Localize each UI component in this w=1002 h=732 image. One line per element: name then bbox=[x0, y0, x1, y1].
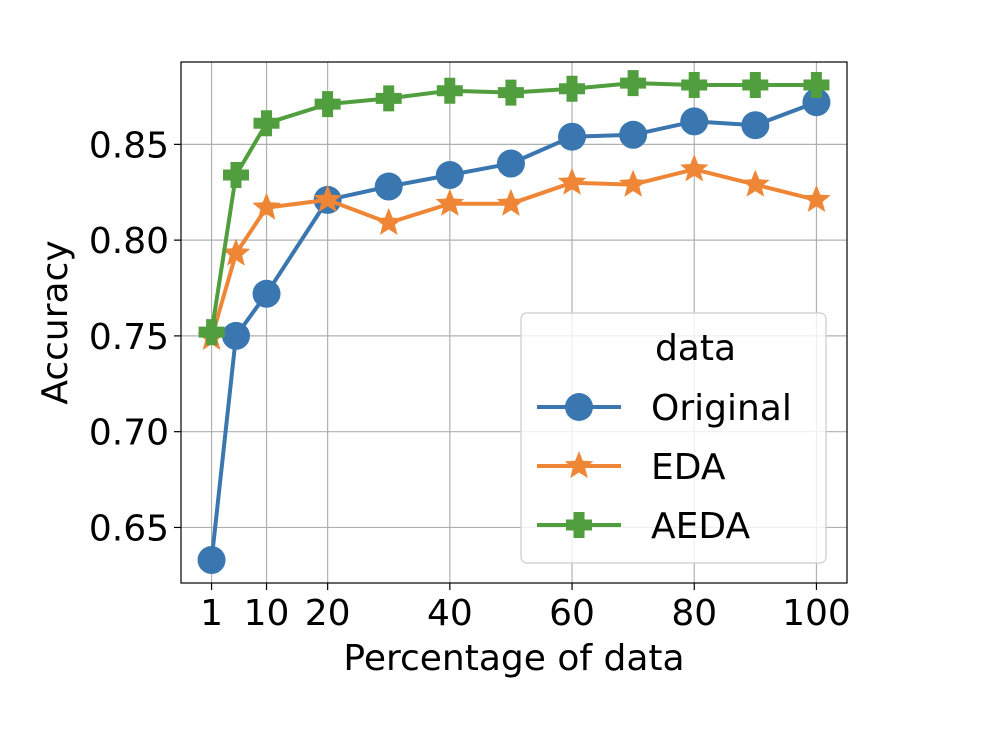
x-tick-label: 100 bbox=[782, 593, 851, 634]
data-point bbox=[221, 238, 251, 266]
data-point bbox=[314, 91, 341, 118]
data-point bbox=[435, 161, 464, 190]
y-tick-label: 0.80 bbox=[89, 221, 169, 262]
data-point bbox=[253, 110, 280, 137]
x-axis-label: Percentage of data bbox=[343, 638, 684, 679]
data-point bbox=[374, 207, 403, 235]
data-point bbox=[680, 107, 709, 136]
legend: data Original EDA AEDA bbox=[520, 312, 827, 564]
data-point bbox=[198, 319, 225, 346]
legend-label: EDA bbox=[651, 447, 726, 488]
y-tick-label: 0.65 bbox=[89, 508, 169, 549]
data-point bbox=[558, 122, 587, 151]
data-point bbox=[496, 149, 525, 178]
data-point bbox=[618, 169, 648, 197]
legend-swatch-marker bbox=[565, 393, 593, 421]
x-tick-label: 10 bbox=[244, 593, 290, 634]
data-point bbox=[741, 169, 770, 197]
legend-entries: Original EDA AEDA bbox=[537, 388, 792, 547]
legend-box bbox=[520, 312, 827, 564]
y-tick-label: 0.75 bbox=[89, 317, 169, 358]
series-aeda bbox=[198, 70, 830, 346]
data-point bbox=[313, 184, 342, 212]
legend-label: AEDA bbox=[651, 506, 750, 547]
legend-title: data bbox=[655, 328, 736, 369]
y-tick-label: 0.70 bbox=[89, 413, 169, 454]
x-tick-label: 40 bbox=[427, 593, 473, 634]
data-point bbox=[496, 188, 526, 216]
data-point bbox=[221, 321, 250, 350]
data-point bbox=[619, 120, 648, 149]
data-point bbox=[741, 111, 770, 140]
ticks: 1 10 20 40 60 80 100 0.65 0.70 0.75 0.80 0.85 bbox=[89, 125, 851, 634]
y-tick-label: 0.85 bbox=[89, 125, 169, 166]
legend-entry-aeda: AEDA bbox=[537, 506, 750, 547]
data-point bbox=[436, 77, 463, 104]
data-point bbox=[223, 162, 249, 188]
data-point bbox=[802, 184, 831, 212]
data-point bbox=[680, 154, 709, 182]
data-point bbox=[557, 167, 587, 195]
series-original bbox=[197, 88, 831, 575]
legend-swatch-marker bbox=[566, 512, 592, 538]
data-point bbox=[197, 546, 226, 575]
legend-entry-original: Original bbox=[537, 388, 792, 429]
data-point bbox=[375, 85, 402, 112]
series-layer bbox=[197, 70, 831, 575]
data-point bbox=[803, 72, 830, 98]
data-point bbox=[252, 192, 281, 220]
data-point bbox=[620, 70, 647, 97]
legend-swatch-marker bbox=[564, 451, 594, 479]
plot-frame bbox=[180, 61, 848, 584]
legend-label: Original bbox=[651, 388, 792, 429]
data-point bbox=[252, 279, 281, 308]
data-point bbox=[742, 72, 769, 98]
data-point bbox=[559, 75, 585, 102]
y-axis-label: Accuracy bbox=[35, 240, 76, 404]
series-eda bbox=[197, 154, 831, 350]
x-tick-label: 20 bbox=[305, 593, 351, 634]
data-point bbox=[435, 188, 465, 216]
x-tick-label: 60 bbox=[549, 593, 595, 634]
data-point bbox=[374, 172, 403, 201]
x-tick-label: 80 bbox=[671, 593, 717, 634]
data-point bbox=[497, 79, 524, 106]
data-point bbox=[681, 72, 708, 98]
data-point bbox=[802, 88, 831, 117]
legend-entry-eda: EDA bbox=[537, 447, 726, 488]
x-tick-label: 1 bbox=[200, 593, 223, 634]
